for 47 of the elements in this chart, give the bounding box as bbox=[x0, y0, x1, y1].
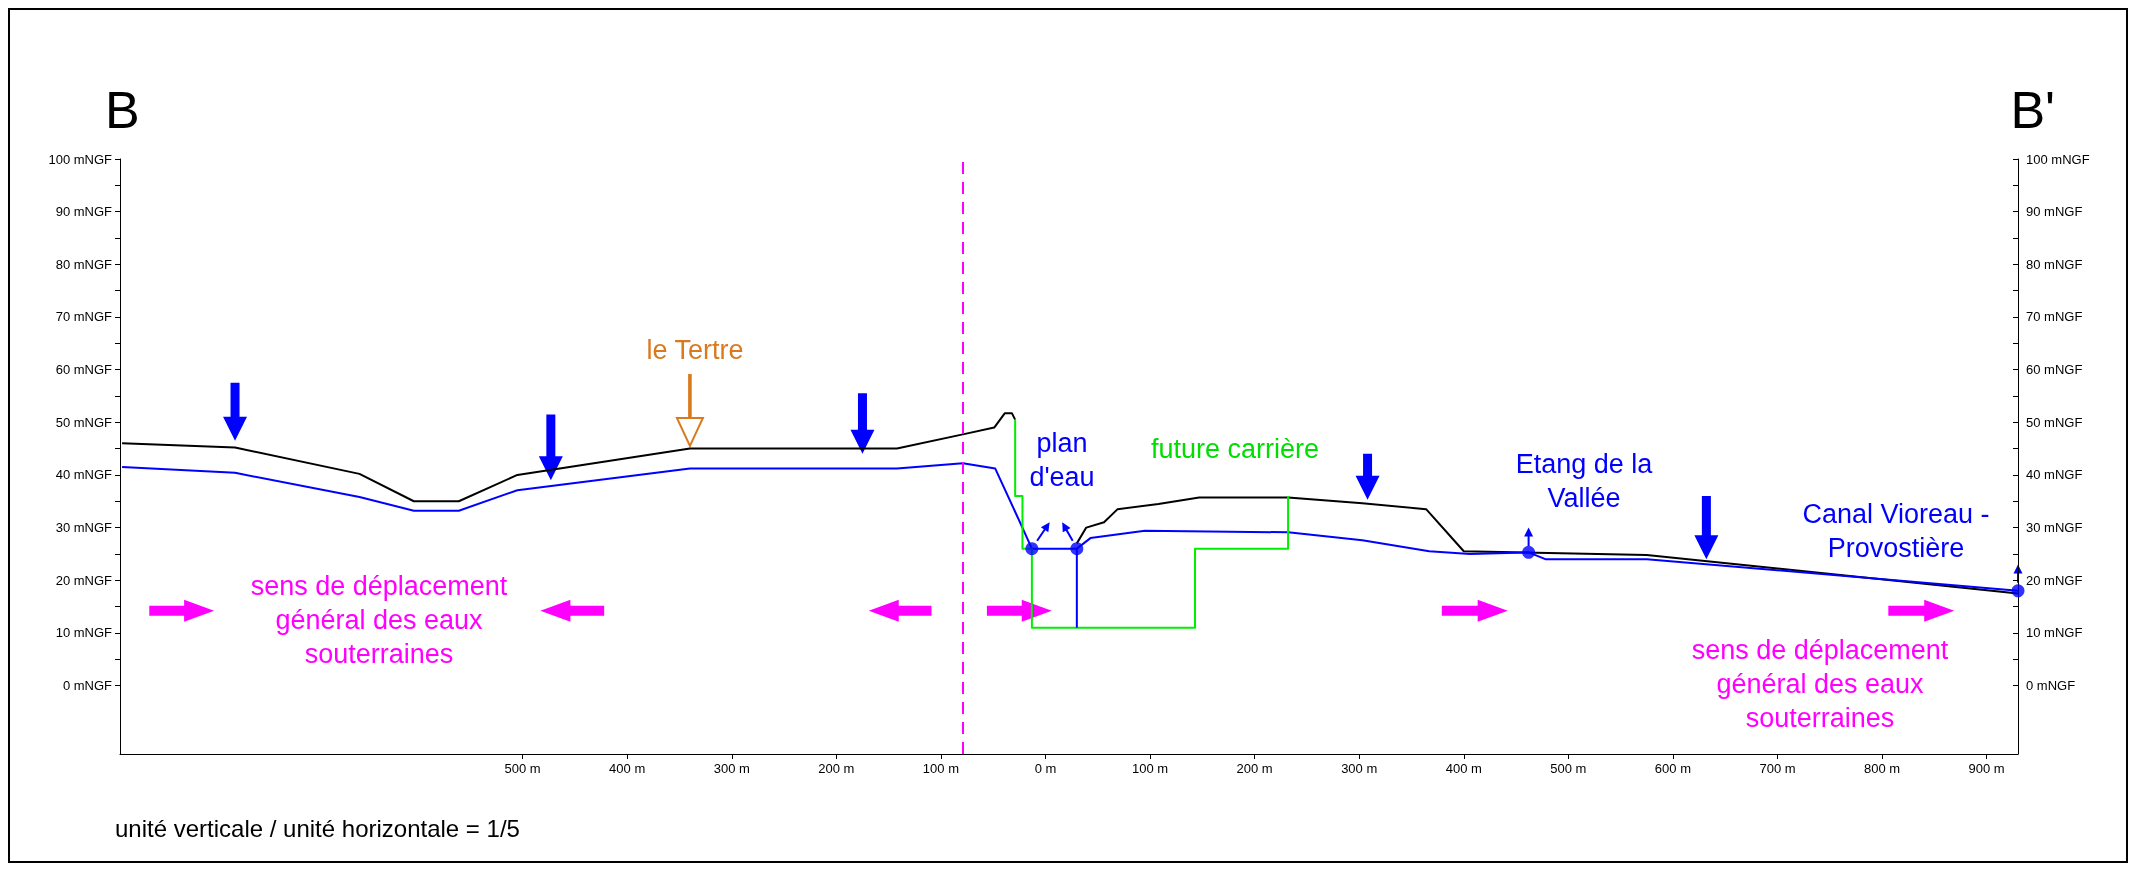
annotation: sens de déplacement général des eaux souterraines bbox=[250, 571, 508, 669]
y2-tick-label: 50 mNGF bbox=[2026, 414, 2083, 430]
y-tick-label: 80 mNGF bbox=[55, 256, 113, 272]
annotation: le Tertre bbox=[646, 335, 744, 365]
y-tick-label: 90 mNGF bbox=[55, 204, 113, 220]
y2-tick-label: 10 mNGF bbox=[2026, 625, 2083, 641]
x-tick-label: 900 m bbox=[1968, 761, 2005, 776]
y-tick-label: 0 mNGF bbox=[62, 678, 113, 694]
y2-tick-label: 0 mNGF bbox=[2026, 678, 2076, 694]
x-tick-label: 0 m bbox=[1034, 761, 1057, 776]
annotation: plan d'eau bbox=[1029, 428, 1095, 492]
x-tick-label: 500 m bbox=[1550, 761, 1587, 776]
x-tick-label: 400 m bbox=[609, 761, 646, 776]
text: B bbox=[105, 81, 140, 139]
text: B' bbox=[2010, 81, 2055, 139]
x-tick-label: 300 m bbox=[713, 761, 750, 776]
y-tick-label: 50 mNGF bbox=[55, 414, 113, 430]
annotation: sens de déplacement général des eaux souterraines bbox=[1691, 635, 1949, 733]
x-tick-label: 400 m bbox=[1445, 761, 1482, 776]
x-tick-label: 200 m bbox=[818, 761, 855, 776]
x-tick-label: 600 m bbox=[1654, 761, 1691, 776]
annotation: Etang de la Vallée bbox=[1515, 449, 1654, 513]
y2-tick-label: 80 mNGF bbox=[2026, 256, 2083, 272]
y-tick-label: 20 mNGF bbox=[55, 572, 113, 588]
x-tick-label: 700 m bbox=[1759, 761, 1796, 776]
y-tick-label: 100 mNGF bbox=[48, 151, 113, 167]
x-tick-label: 300 m bbox=[1341, 761, 1378, 776]
y2-tick-label: 90 mNGF bbox=[2026, 204, 2083, 220]
y2-tick-label: 30 mNGF bbox=[2026, 520, 2083, 536]
x-tick-label: 100 m bbox=[1131, 761, 1169, 776]
x-tick-label: 800 m bbox=[1863, 761, 1901, 776]
y2-tick-label: 40 mNGF bbox=[2026, 467, 2083, 483]
y-tick-label: 70 mNGF bbox=[55, 309, 113, 325]
x-tick-label: 500 m bbox=[504, 761, 541, 776]
y-tick-label: 10 mNGF bbox=[55, 625, 113, 641]
y-tick-label: 30 mNGF bbox=[55, 520, 113, 536]
y-tick-label: 60 mNGF bbox=[55, 362, 113, 378]
y-tick-label: 40 mNGF bbox=[55, 467, 113, 483]
y2-tick-label: 60 mNGF bbox=[2026, 362, 2083, 378]
x-tick-label: 200 m bbox=[1236, 761, 1273, 776]
annotation: Canal Vioreau - Provostière bbox=[1802, 499, 1990, 563]
annotation: future carrière bbox=[1150, 434, 1320, 464]
y2-tick-label: 100 mNGF bbox=[2026, 151, 2090, 167]
y2-tick-label: 20 mNGF bbox=[2026, 572, 2083, 588]
x-tick-label: 100 m bbox=[922, 761, 959, 776]
y2-tick-label: 70 mNGF bbox=[2026, 309, 2083, 325]
text: unité verticale / unité horizontale = 1/5 bbox=[115, 814, 520, 842]
